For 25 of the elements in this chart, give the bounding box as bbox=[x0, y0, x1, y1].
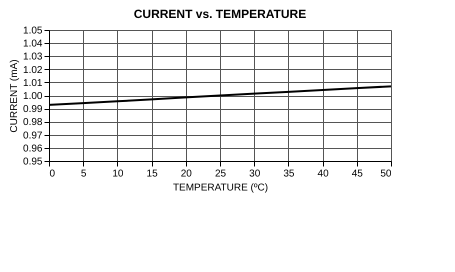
x-tick-label: 40 bbox=[318, 168, 330, 180]
y-tick-label: 1.05 bbox=[23, 26, 43, 36]
x-tick-label: 0 bbox=[50, 168, 56, 180]
x-tick-label: 20 bbox=[180, 168, 192, 180]
y-tick-label: 0.97 bbox=[23, 130, 43, 142]
y-axis-title: CURRENT (mA) bbox=[9, 59, 20, 133]
y-tick-label: 1.03 bbox=[23, 52, 43, 63]
x-tick-label: 45 bbox=[352, 168, 364, 180]
y-tick-label: 0.95 bbox=[23, 156, 43, 168]
x-tick-label: 25 bbox=[214, 168, 226, 180]
y-tick-label: 0.98 bbox=[23, 117, 43, 128]
y-tick-label: 0.96 bbox=[23, 143, 43, 154]
x-tick-label: 50 bbox=[380, 168, 392, 180]
x-tick-label: 35 bbox=[283, 168, 295, 180]
chart-title: CURRENT vs. TEMPERATURE bbox=[134, 7, 306, 21]
y-tick-label: 1.04 bbox=[23, 38, 43, 50]
x-axis-title: TEMPERATURE (ºC) bbox=[172, 182, 268, 194]
x-tick-label: 15 bbox=[146, 168, 158, 180]
x-tick-label: 30 bbox=[249, 168, 261, 180]
x-tick-label: 10 bbox=[112, 168, 124, 180]
y-tick-label: 1.02 bbox=[23, 64, 43, 76]
y-tick-label: 0.99 bbox=[23, 104, 43, 116]
y-tick-label: 1.01 bbox=[23, 78, 43, 89]
y-tick-label: 1.00 bbox=[23, 91, 43, 102]
x-tick-label: 5 bbox=[80, 168, 87, 180]
